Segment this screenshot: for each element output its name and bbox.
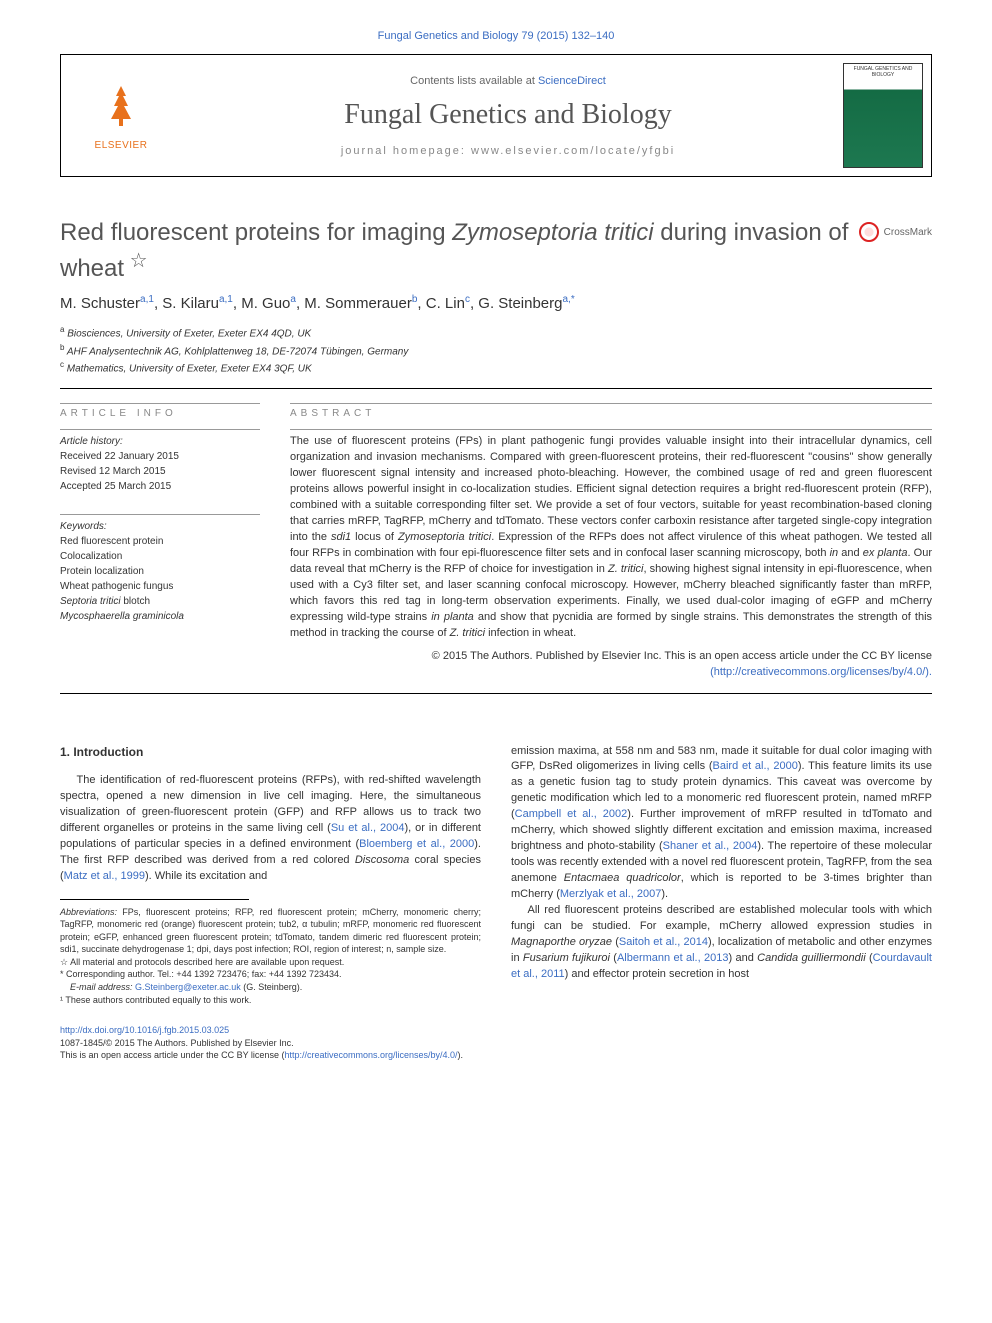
keywords-label: Keywords: — [60, 519, 260, 534]
footer-copyright: 1087-1845/© 2015 The Authors. Published … — [60, 1038, 294, 1048]
abstract-text: The use of fluorescent proteins (FPs) in… — [290, 434, 932, 641]
citation-link[interactable]: Fungal Genetics and Biology 79 (2015) 13… — [378, 30, 615, 42]
page-footer: http://dx.doi.org/10.1016/j.fgb.2015.03.… — [60, 1024, 932, 1062]
rule — [60, 403, 260, 404]
copyright: © 2015 The Authors. Published by Elsevie… — [290, 648, 932, 681]
corresponding-author-note: * Corresponding author. Tel.: +44 1392 7… — [60, 968, 481, 981]
elsevier-label: ELSEVIER — [95, 140, 148, 151]
body-paragraph: emission maxima, at 558 nm and 583 nm, m… — [511, 744, 932, 903]
top-citation: Fungal Genetics and Biology 79 (2015) 13… — [60, 30, 932, 42]
rule — [60, 429, 260, 430]
keyword: Colocalization — [60, 549, 260, 564]
cc-link-footer[interactable]: http://creativecommons.org/licenses/by/4… — [284, 1050, 457, 1060]
introduction-section: 1. Introduction The identification of re… — [60, 744, 932, 1007]
citation-link[interactable]: Merzlyak et al., 2007 — [560, 888, 662, 900]
keyword: Protein localization — [60, 564, 260, 579]
keyword: Septoria tritici blotch — [60, 594, 260, 609]
citation-link[interactable]: Bloemberg et al., 2000 — [359, 838, 474, 850]
abbreviations-note: Abbreviations: FPs, fluorescent proteins… — [60, 906, 481, 956]
article-title: Red fluorescent proteins for imaging Zym… — [60, 217, 932, 284]
header-center: Contents lists available at ScienceDirec… — [181, 60, 835, 172]
abstract-column: ABSTRACT The use of fluorescent proteins… — [290, 403, 932, 680]
authors: M. Schustera,1, S. Kilarua,1, M. Guoa, M… — [60, 294, 932, 312]
citation-link[interactable]: Saitoh et al., 2014 — [619, 936, 708, 948]
rule — [290, 429, 932, 430]
keyword: Wheat pathogenic fungus — [60, 579, 260, 594]
sciencedirect-link[interactable]: ScienceDirect — [538, 75, 606, 87]
journal-title: Fungal Genetics and Biology — [191, 99, 825, 131]
keyword: Mycosphaerella graminicola — [60, 609, 260, 624]
citation-link[interactable]: Su et al., 2004 — [331, 822, 405, 834]
article-info-head: ARTICLE INFO — [60, 408, 260, 419]
title-block: CrossMark Red fluorescent proteins for i… — [60, 217, 932, 284]
crossmark-badge[interactable]: CrossMark — [859, 222, 932, 242]
contents-line: Contents lists available at ScienceDirec… — [191, 75, 825, 87]
journal-homepage[interactable]: journal homepage: www.elsevier.com/locat… — [191, 145, 825, 157]
keyword: Red fluorescent protein — [60, 534, 260, 549]
equal-contribution-note: ¹ These authors contributed equally to t… — [60, 994, 481, 1007]
rule — [60, 514, 260, 515]
body-column-right: emission maxima, at 558 nm and 583 nm, m… — [511, 744, 932, 1007]
footnote-rule — [60, 899, 249, 900]
journal-cover-thumbnail[interactable]: FUNGAL GENETICS AND BIOLOGY — [843, 63, 923, 168]
accepted-date: Accepted 25 March 2015 — [60, 479, 260, 494]
citation-link[interactable]: Campbell et al., 2002 — [515, 808, 628, 820]
availability-note: ☆ All material and protocols described h… — [60, 956, 481, 969]
footnotes: Abbreviations: FPs, fluorescent proteins… — [60, 906, 481, 1007]
journal-header: ELSEVIER Contents lists available at Sci… — [60, 54, 932, 177]
body-column-left: 1. Introduction The identification of re… — [60, 744, 481, 1007]
body-paragraph: The identification of red-fluorescent pr… — [60, 773, 481, 885]
rule — [60, 693, 932, 694]
section-heading: 1. Introduction — [60, 744, 481, 761]
article-history: Article history: Received 22 January 201… — [60, 434, 260, 494]
cc-link[interactable]: (http://creativecommons.org/licenses/by/… — [710, 666, 932, 678]
citation-link[interactable]: Shaner et al., 2004 — [663, 840, 758, 852]
email-note: E-mail address: G.Steinberg@exeter.ac.uk… — [60, 981, 481, 994]
crossmark-icon — [859, 222, 879, 242]
info-abstract-row: ARTICLE INFO Article history: Received 2… — [60, 403, 932, 680]
article-info-column: ARTICLE INFO Article history: Received 2… — [60, 403, 260, 680]
citation-link[interactable]: Albermann et al., 2013 — [617, 952, 729, 964]
abstract-head: ABSTRACT — [290, 408, 932, 419]
rule — [290, 403, 932, 404]
doi-link[interactable]: http://dx.doi.org/10.1016/j.fgb.2015.03.… — [60, 1025, 229, 1035]
citation-link[interactable]: Baird et al., 2000 — [713, 760, 798, 772]
affiliations: a Biosciences, University of Exeter, Exe… — [60, 324, 932, 376]
elsevier-tree-icon — [96, 81, 146, 140]
history-label: Article history: — [60, 434, 260, 449]
revised-date: Revised 12 March 2015 — [60, 464, 260, 479]
received-date: Received 22 January 2015 — [60, 449, 260, 464]
citation-link[interactable]: Matz et al., 1999 — [64, 870, 145, 882]
keywords: Keywords: Red fluorescent proteinColocal… — [60, 519, 260, 624]
rule — [60, 388, 932, 389]
body-paragraph: All red fluorescent proteins described a… — [511, 903, 932, 983]
elsevier-logo[interactable]: ELSEVIER — [61, 56, 181, 176]
cover-text: FUNGAL GENETICS AND BIOLOGY — [844, 66, 922, 78]
email-link[interactable]: G.Steinberg@exeter.ac.uk — [135, 982, 241, 992]
